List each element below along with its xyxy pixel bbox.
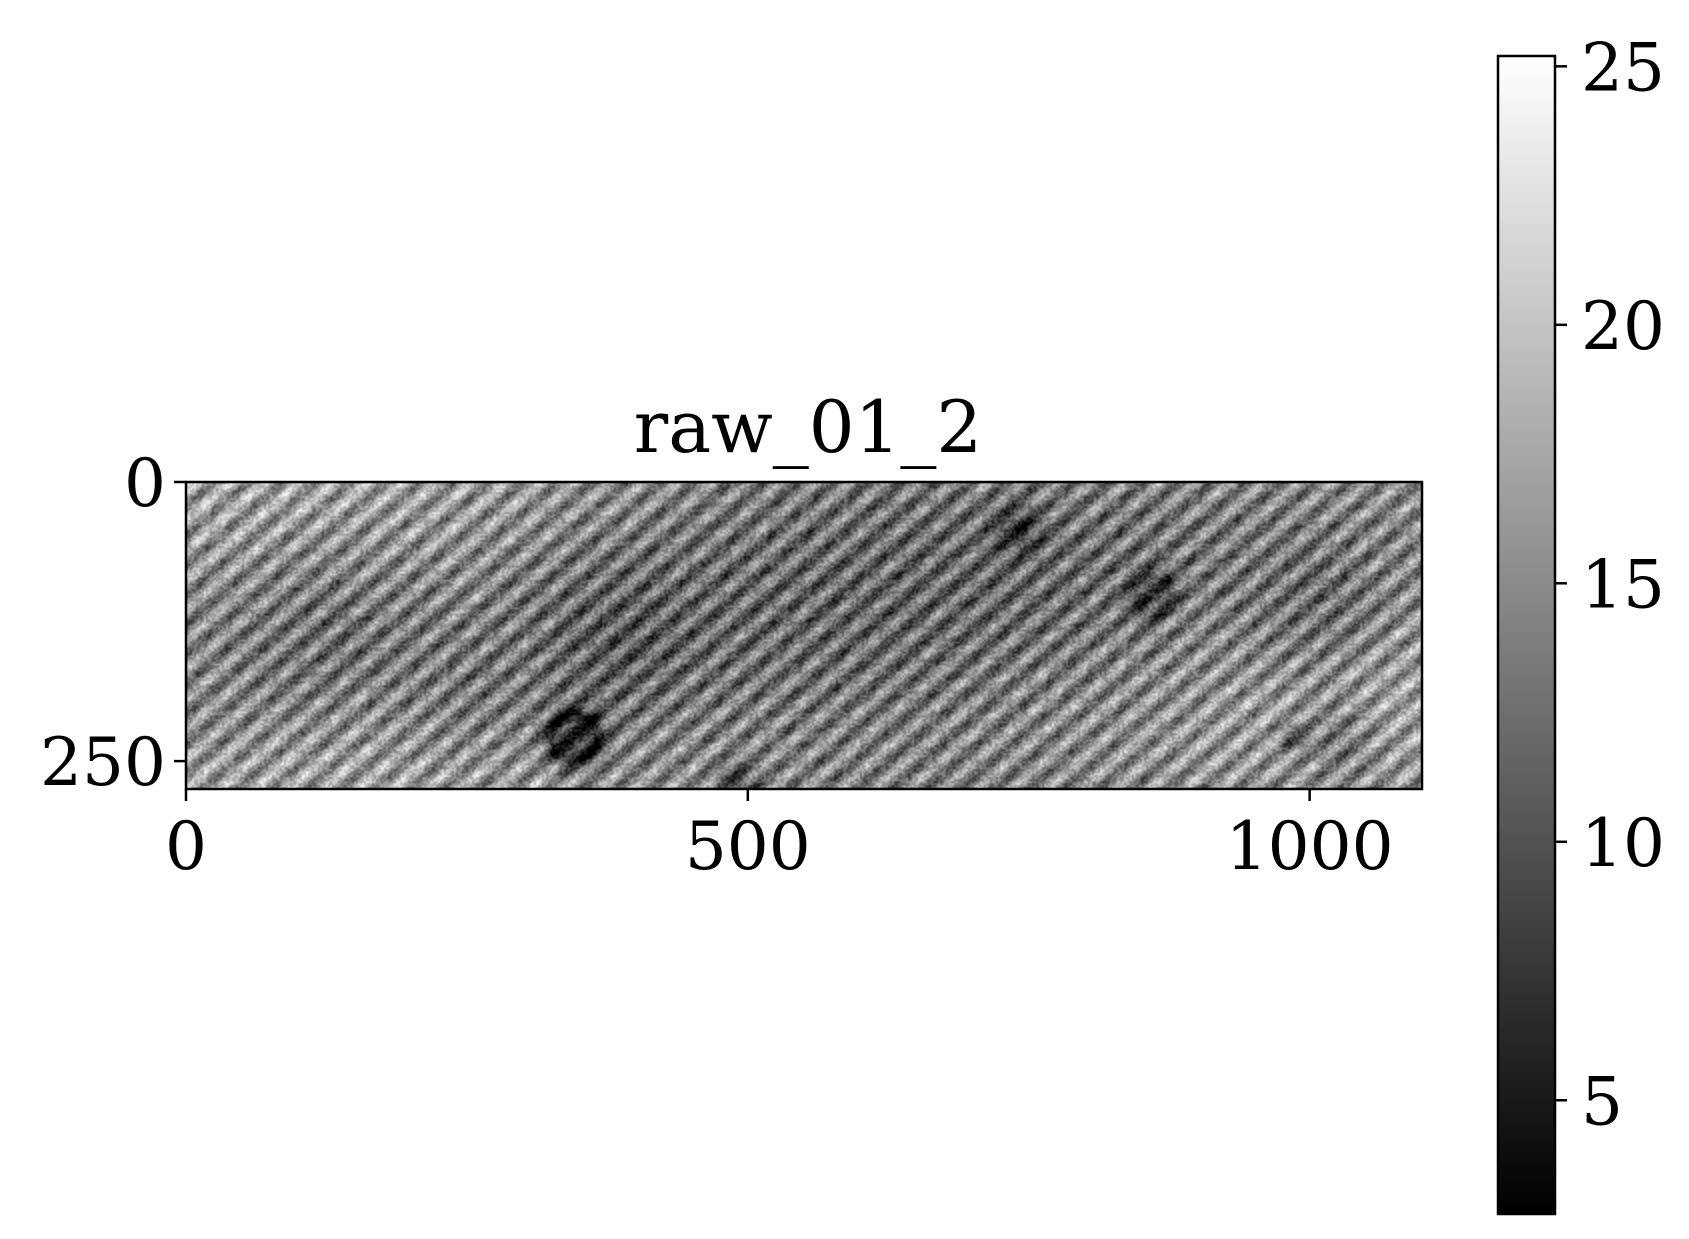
y-tick-label: 250 [40, 724, 166, 801]
heatmap-image-holder [186, 482, 1422, 789]
heatmap-image [186, 482, 1422, 789]
colorbar-tick-label: 10 [1581, 805, 1665, 882]
colorbar-tick-label: 15 [1581, 546, 1665, 623]
y-axis: 0 250 [40, 445, 186, 801]
x-tick-label: 0 [165, 808, 207, 885]
colorbar-tick-label: 20 [1581, 288, 1665, 365]
heatmap-frame [184, 480, 1424, 791]
chart-title: raw_01_2 [634, 385, 982, 469]
colorbar-axis: 5 10 15 20 25 [1555, 29, 1665, 1140]
colorbar [1498, 56, 1555, 1214]
colorbar-tick-label: 25 [1581, 29, 1665, 106]
x-tick-label: 1000 [1226, 808, 1394, 885]
x-tick-label: 500 [685, 808, 811, 885]
y-tick-label: 0 [124, 445, 166, 522]
colorbar-tick-label: 5 [1581, 1063, 1623, 1140]
colorbar-frame [1496, 54, 1557, 1216]
x-axis: 0 500 1000 [165, 789, 1394, 885]
